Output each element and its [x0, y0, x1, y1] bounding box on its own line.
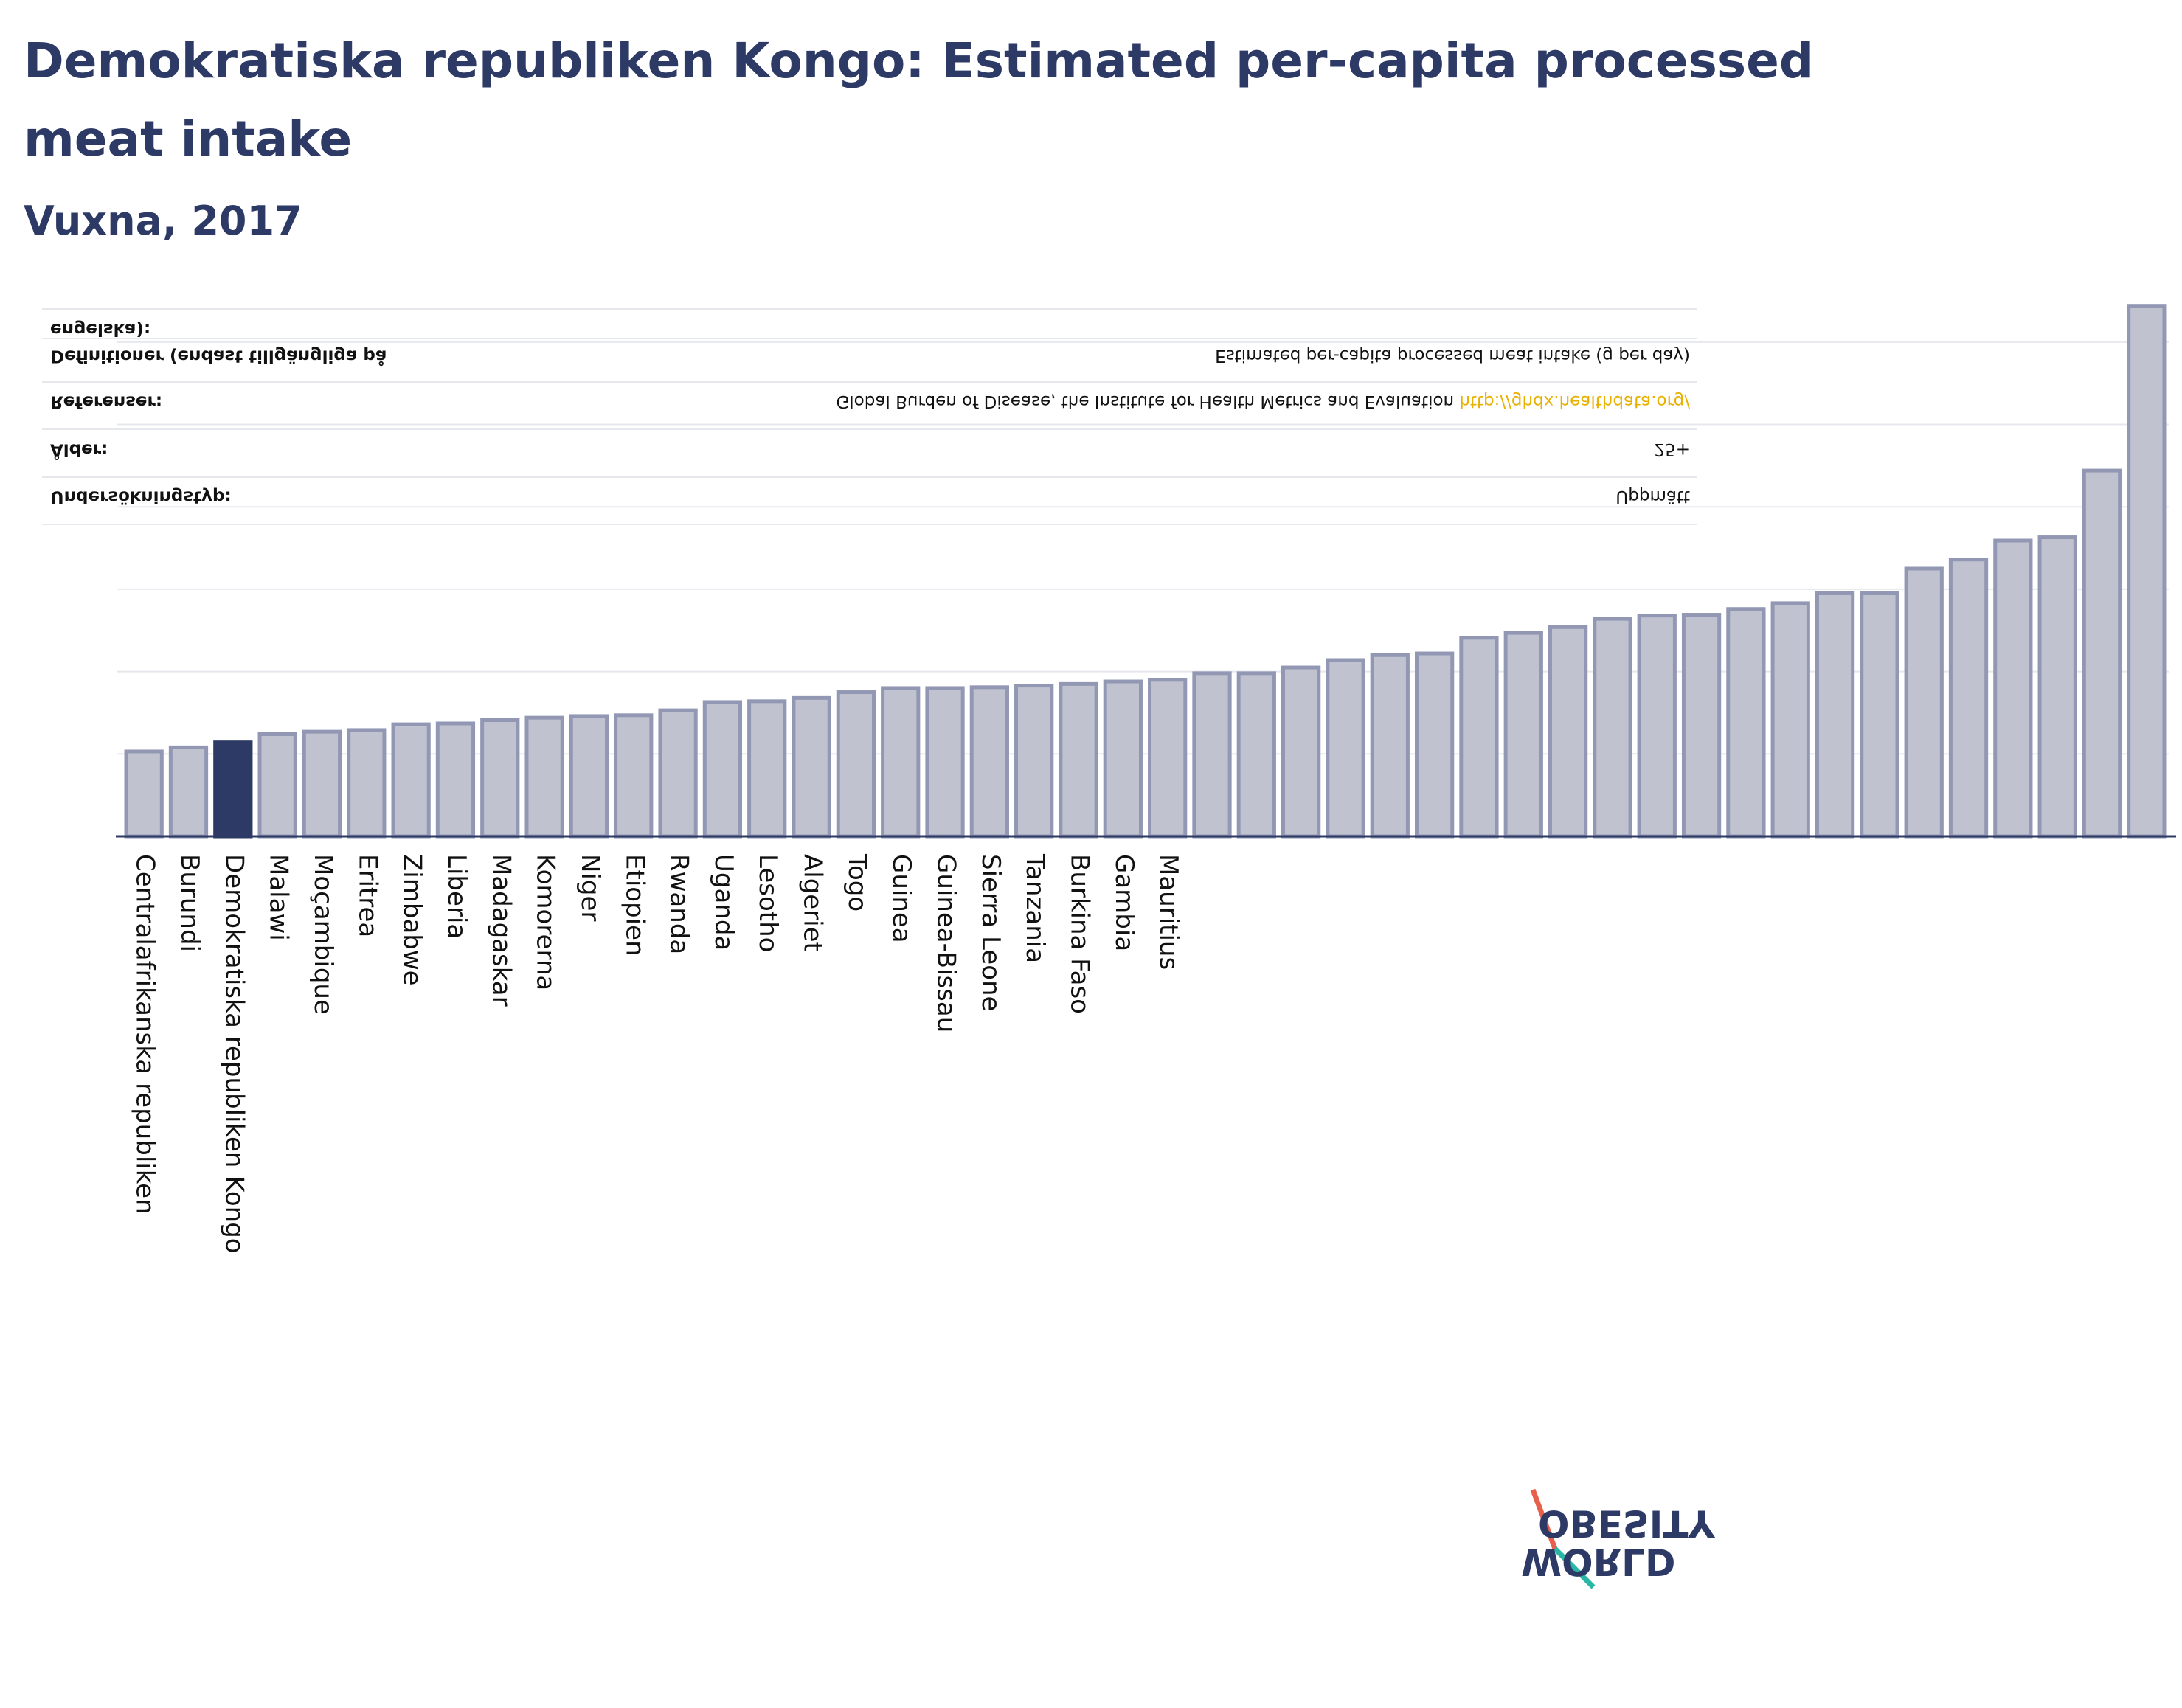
- logo-text: OBESITY: [1538, 1502, 1715, 1545]
- bar: [2127, 304, 2167, 839]
- bar: [435, 721, 476, 839]
- x-tick-label: Eritrea: [353, 854, 382, 937]
- header: Demokratiska republiken Kongo: Estimated…: [24, 22, 1905, 244]
- bar: [1637, 614, 1677, 839]
- bar: [1014, 684, 1054, 839]
- logo-text: WORLD: [1521, 1541, 1676, 1583]
- bar: [1681, 613, 1722, 839]
- bar: [1236, 671, 1276, 839]
- bar: [124, 749, 164, 839]
- table-value-text: 25+: [1654, 440, 1690, 459]
- bar: [702, 700, 743, 839]
- bar: [1326, 658, 1365, 839]
- bar: [836, 690, 876, 839]
- table-label: Definitioner (endast tillgängliga på: [50, 347, 387, 367]
- table-value: Estimated per-capita processed meat inta…: [1215, 347, 1690, 366]
- bar: [747, 699, 787, 839]
- bar: [480, 718, 520, 839]
- x-tick-label: Tanzania: [1020, 853, 1050, 963]
- bar: [257, 732, 297, 839]
- bar: [1593, 617, 1632, 839]
- bar: [969, 685, 1009, 839]
- table-label: Undersökningstyp:: [50, 487, 232, 507]
- x-tick-label: Moçambique: [308, 854, 338, 1015]
- table-value-text: Estimated per-capita processed meat inta…: [1215, 347, 1690, 366]
- bar: [1370, 653, 1410, 839]
- bar: [1192, 671, 1232, 839]
- chart-subtitle: Vuxna, 2017: [24, 198, 302, 244]
- x-tick-label: Demokratiska republiken Kongo: [219, 854, 249, 1254]
- table-label: engelska):: [50, 320, 150, 339]
- bar: [1281, 665, 1321, 839]
- table-value: Uppmätt: [1615, 487, 1690, 507]
- table-value: Global Burden of Disease, the Institute …: [836, 392, 1690, 412]
- bar: [1993, 538, 2033, 839]
- x-tick-label: Zimbabwe: [398, 854, 427, 986]
- bar: [1815, 591, 1855, 839]
- bar: [2037, 535, 2077, 839]
- table-value: 25+: [1654, 440, 1690, 459]
- x-tick-label: Liberia: [442, 854, 471, 939]
- bar: [1103, 679, 1143, 839]
- x-tick-label: Guinea: [887, 854, 916, 943]
- x-tick-label: Komorerna: [531, 854, 561, 990]
- x-tick-label: Algeriet: [798, 854, 828, 952]
- bar: [391, 722, 431, 839]
- logo-stroke: [1553, 1546, 1596, 1589]
- bar: [1948, 558, 1989, 839]
- bar: [881, 686, 921, 839]
- bar: [168, 745, 209, 839]
- bar: [569, 714, 609, 839]
- x-tick-label: Burkina Faso: [1065, 854, 1095, 1014]
- table-value-text: Uppmätt: [1615, 487, 1690, 507]
- bar: [1770, 601, 1810, 839]
- x-tick-label: Gambia: [1109, 854, 1139, 951]
- x-tick-label: Niger: [575, 854, 605, 921]
- bar: [524, 715, 564, 839]
- bar: [1503, 631, 1543, 839]
- x-tick-label: Burundi: [175, 854, 204, 952]
- x-tick-label: Uganda: [709, 854, 738, 951]
- bar: [1459, 636, 1499, 839]
- table-label: Referenser:: [50, 392, 162, 412]
- bar: [792, 695, 831, 839]
- x-tick-label: Madagaskar: [486, 854, 516, 1007]
- bar: [1548, 625, 1588, 839]
- bar: [2082, 468, 2122, 839]
- chart-title: Demokratiska republiken Kongo: Estimated…: [24, 32, 1815, 167]
- x-tick-label: Togo: [842, 853, 872, 912]
- x-tick-label: Mauritius: [1154, 854, 1183, 970]
- bar: [658, 708, 698, 839]
- bar: [1904, 566, 1944, 839]
- table-value-text: Global Burden of Disease, the Institute …: [836, 392, 1459, 412]
- x-tick-label: Centralafrikanska republiken: [131, 854, 160, 1215]
- bar: [1726, 607, 1766, 839]
- x-tick-label: Guinea-Bissau: [932, 854, 961, 1032]
- x-tick-label: Etiopien: [620, 854, 649, 957]
- x-tick-label: Malawi: [264, 854, 294, 941]
- x-tick-label: Lesotho: [753, 854, 783, 952]
- logo-stroke: [1530, 1488, 1558, 1550]
- bar: [302, 729, 342, 839]
- table-link: http://ghdx.healthdata.org/: [1459, 392, 1690, 412]
- bar: [614, 713, 654, 839]
- x-tick-label: Rwanda: [665, 854, 694, 954]
- bar: [347, 728, 387, 839]
- bar: [1148, 678, 1188, 839]
- x-tick-label: Sierra Leone: [976, 854, 1005, 1011]
- bar: [1059, 681, 1098, 839]
- bar: [213, 740, 253, 839]
- bar: [1860, 591, 1899, 839]
- bar: [1414, 651, 1455, 839]
- bar: [925, 686, 965, 839]
- table-label: Ålder:: [50, 440, 108, 461]
